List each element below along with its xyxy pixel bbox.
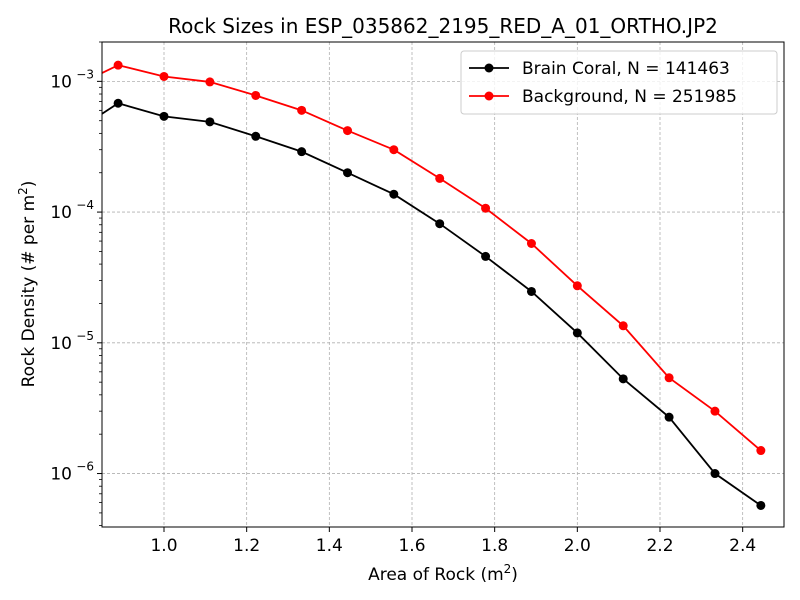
data-point-background <box>389 145 399 155</box>
x-tick-label: 1.0 <box>150 536 177 556</box>
x-tick-label: 1.6 <box>398 536 425 556</box>
plot-frame <box>101 41 785 528</box>
plot-area <box>102 60 766 510</box>
data-point-background <box>618 321 628 331</box>
x-axis: 1.0 1.2 1.4 1.6 1.8 2.0 2.2 2.4 <box>150 527 756 556</box>
data-point-background <box>526 239 536 249</box>
data-point-background <box>481 203 491 213</box>
legend-marker-background <box>484 91 494 101</box>
data-point-background <box>756 446 766 456</box>
data-point-background <box>297 105 307 115</box>
y-axis-label: Rock Density (# per m2) <box>16 181 39 388</box>
x-tick-label: 2.4 <box>729 536 756 556</box>
data-point-brain-coral <box>343 168 353 178</box>
data-point-brain-coral <box>435 219 445 229</box>
data-point-brain-coral <box>710 469 720 479</box>
legend-label-brain-coral: Brain Coral, N = 141463 <box>522 59 730 79</box>
y-tick-exponent: −5 <box>76 329 94 343</box>
data-point-brain-coral <box>205 117 215 127</box>
data-point-background <box>710 406 720 416</box>
data-point-brain-coral <box>297 147 307 157</box>
series-line-background <box>102 64 762 452</box>
x-tick-label: 2.0 <box>564 536 591 556</box>
data-point-brain-coral <box>618 374 628 384</box>
data-point-brain-coral <box>389 189 399 199</box>
x-tick-label: 1.8 <box>481 536 508 556</box>
data-point-brain-coral <box>113 98 123 108</box>
y-tick-exponent: −6 <box>76 460 94 474</box>
data-point-brain-coral <box>664 412 674 422</box>
data-point-background <box>664 373 674 383</box>
data-point-brain-coral <box>756 500 766 510</box>
data-point-brain-coral <box>572 328 582 338</box>
chart-title: Rock Sizes in ESP_035862_2195_RED_A_01_O… <box>168 14 718 38</box>
data-point-background <box>435 173 445 183</box>
data-point-brain-coral <box>251 131 261 141</box>
data-point-brain-coral <box>481 251 491 261</box>
series-line-brain-coral <box>102 102 762 507</box>
data-point-background <box>113 60 123 70</box>
data-point-background <box>159 71 169 81</box>
data-point-background <box>205 77 215 87</box>
legend: Brain Coral, N = 141463 Background, N = 2… <box>460 50 778 115</box>
legend-marker-brain-coral <box>484 63 494 73</box>
x-axis-label: Area of Rock (m2) <box>368 562 518 585</box>
y-axis: 10 −3 10 −4 10 −5 10 −6 <box>50 41 102 526</box>
x-tick-label: 2.2 <box>646 536 673 556</box>
y-tick-label: 10 <box>50 334 72 354</box>
legend-box <box>460 50 778 115</box>
y-tick-exponent: −4 <box>76 198 94 212</box>
data-point-background <box>572 281 582 291</box>
x-tick-label: 1.2 <box>233 536 260 556</box>
y-tick-label: 10 <box>50 203 72 223</box>
data-point-brain-coral <box>526 286 536 296</box>
data-point-background <box>251 90 261 100</box>
legend-label-background: Background, N = 251985 <box>522 87 737 107</box>
y-tick-exponent: −3 <box>76 67 94 81</box>
y-tick-label: 10 <box>50 72 72 92</box>
y-tick-label: 10 <box>50 465 72 485</box>
data-point-brain-coral <box>159 111 169 121</box>
x-tick-label: 1.4 <box>316 536 343 556</box>
data-point-background <box>343 126 353 136</box>
